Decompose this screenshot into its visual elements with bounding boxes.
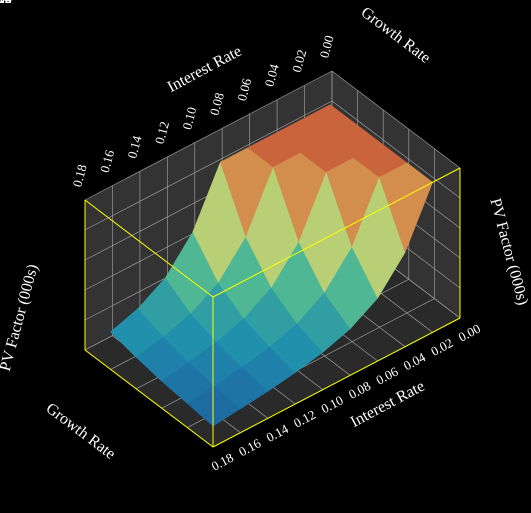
z-tick-label: 0.00: [0, 0, 11, 6]
grid-line: [84, 100, 333, 231]
y-tick-label: 0.08: [0, 0, 11, 6]
z-tick-label: 0.04: [0, 0, 12, 6]
y-tick-label: 0.10: [0, 0, 11, 6]
x-tick-label: 0.10: [319, 392, 346, 416]
z-tick-label: 0.06: [0, 0, 12, 6]
box-edge: [84, 199, 214, 298]
x-tick-label: 0.12: [291, 407, 318, 431]
box-edge: [212, 167, 461, 298]
x-tick-label: 0.16: [236, 435, 264, 459]
y-tick-label: 0.00: [0, 0, 11, 6]
x-tick-label: 0.04: [261, 62, 282, 88]
y-tick-label: 0.06: [0, 0, 12, 6]
grid-line: [331, 100, 461, 199]
y-tick-label: 0.02: [0, 0, 11, 6]
x-tick-label: 0.00: [456, 321, 483, 345]
surface-facet: [379, 162, 433, 254]
z-axis-title: PV Factor (000s): [0, 262, 42, 373]
z-tick-label: 0.08: [0, 0, 11, 6]
x-tick-label: 0.18: [209, 450, 236, 474]
x-tick-label: 0.06: [234, 76, 255, 102]
x-tick-label: 0.14: [264, 421, 292, 445]
y-tick-label: 0.06: [0, 0, 12, 6]
y-tick-label: 0.04: [0, 0, 12, 6]
grid-line: [331, 70, 461, 169]
y-tick-label: 0.10: [0, 0, 11, 6]
z-tick-label: 0.02: [0, 0, 11, 6]
x-tick-label: 0.10: [179, 105, 199, 131]
y-tick-label: 0.04: [0, 0, 12, 6]
x-tick-label: 0.04: [401, 349, 429, 373]
z-tick-label: 0.10: [0, 0, 11, 6]
z-tick-label: 0.10: [0, 0, 11, 6]
x-tick-label: 0.08: [346, 378, 373, 402]
y-tick-label: 0.00: [0, 0, 11, 6]
z-axis-title: PV Factor (000s): [486, 196, 531, 307]
z-tick-label: 0.08: [0, 0, 11, 6]
box-edge: [84, 349, 214, 448]
z-tick-label: 0.06: [0, 0, 12, 6]
x-tick-label: 0.06: [373, 363, 401, 387]
x-tick-label: 0.08: [207, 91, 227, 117]
x-tick-label: 0.00: [316, 34, 336, 60]
x-tick-label: 0.18: [69, 163, 89, 189]
box-edge: [212, 317, 461, 448]
z-tick-label: 0.00: [0, 0, 11, 6]
z-tick-label: 0.02: [0, 0, 11, 6]
y-tick-label: 0.02: [0, 0, 11, 6]
x-tick-label: 0.12: [152, 120, 172, 146]
x-axis-title: Interest Rate: [165, 43, 245, 96]
grid-line: [84, 70, 333, 201]
x-tick-label: 0.02: [289, 48, 309, 74]
y-tick-label: 0.08: [0, 0, 11, 6]
z-tick-label: 0.04: [0, 0, 12, 6]
y-axis-title: Growth Rate: [358, 4, 434, 67]
x-tick-label: 0.02: [428, 335, 455, 359]
x-tick-label: 0.16: [97, 148, 118, 174]
y-axis-title: Growth Rate: [43, 400, 119, 463]
x-tick-label: 0.14: [124, 134, 145, 160]
